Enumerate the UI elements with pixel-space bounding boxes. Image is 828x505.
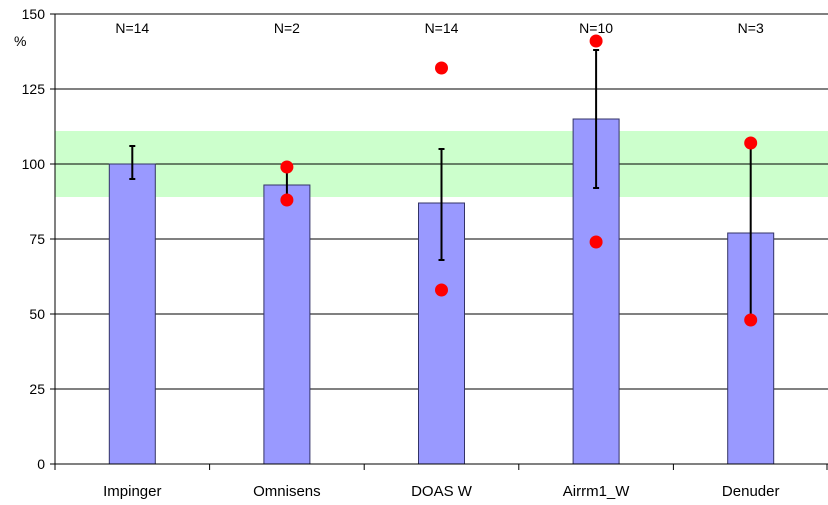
n-label: N=14 [425, 20, 459, 36]
data-point [589, 34, 603, 48]
y-tick-label: 75 [29, 231, 45, 247]
data-point [744, 313, 758, 327]
bar-impinger [108, 163, 156, 465]
x-tick-label: Omnisens [253, 483, 321, 500]
y-tick-label: 150 [22, 6, 46, 22]
x-tick-label: Airrm1_W [563, 483, 631, 500]
labels: 0 25 50 75 100 125 150 Impinger Omnisens DOAS W Ai… [22, 6, 780, 500]
y-tick-label: 0 [37, 456, 45, 472]
x-tick-label: Impinger [103, 483, 161, 500]
data-point [280, 160, 294, 174]
n-label: N=3 [738, 20, 764, 36]
n-label: N=14 [115, 20, 149, 36]
x-tick-label: DOAS W [411, 483, 473, 500]
data-point [280, 193, 294, 207]
n-label: N=2 [274, 20, 300, 36]
data-points [280, 34, 758, 327]
data-point [744, 136, 758, 150]
data-point [435, 283, 448, 297]
y-tick-label: 100 [22, 156, 46, 172]
y-axis-label: % [14, 33, 26, 49]
x-tick-label: Denuder [722, 483, 780, 500]
y-tick-label: 50 [29, 306, 45, 322]
axes [50, 13, 828, 470]
bar-omnisens [263, 184, 311, 465]
error-bars [129, 49, 754, 321]
data-point [589, 235, 603, 249]
y-tick-label: 125 [22, 81, 46, 97]
y-tick-label: 25 [29, 381, 45, 397]
data-point [435, 61, 448, 75]
n-label: N=10 [579, 20, 613, 36]
